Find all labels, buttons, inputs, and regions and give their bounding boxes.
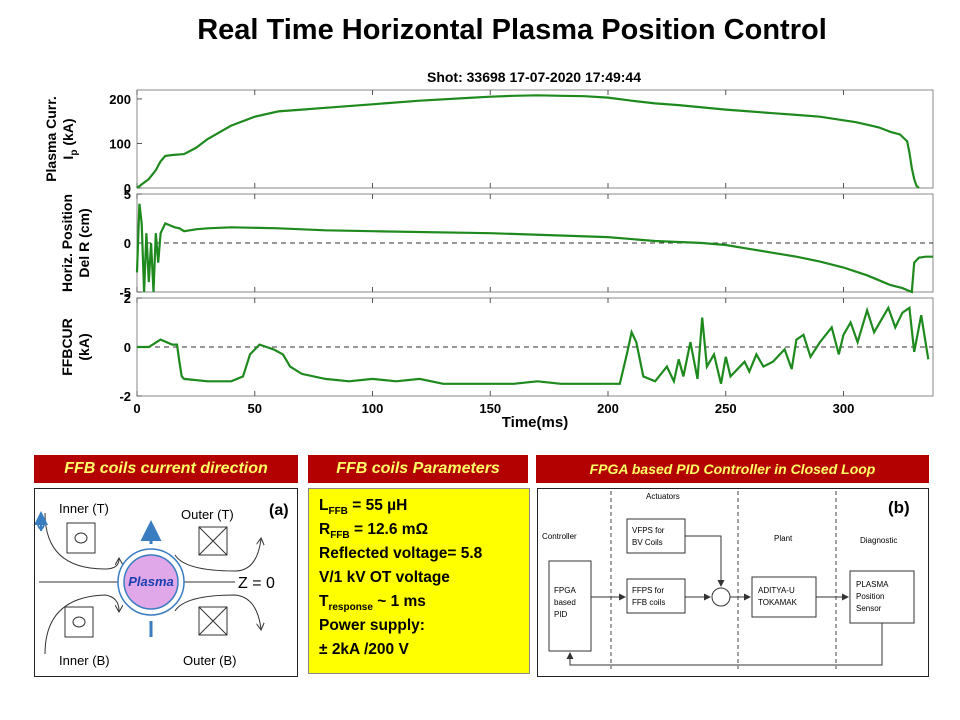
controller-header: FPGA based PID Controller in Closed Loop bbox=[536, 455, 929, 483]
x-tick-label: 100 bbox=[362, 401, 384, 416]
inner-t-dot-icon bbox=[74, 532, 88, 544]
x-tick-label: 200 bbox=[597, 401, 619, 416]
y-tick-label: -2 bbox=[119, 389, 131, 404]
y-axis-label-2: FFBCUR(kA) bbox=[59, 318, 92, 376]
chart-header: Shot: 33698 17-07-2020 17:49:44 bbox=[427, 69, 641, 85]
outer-t-coil bbox=[198, 526, 228, 556]
inner-b-coil bbox=[64, 606, 94, 638]
controller-label: Controller bbox=[542, 532, 577, 541]
x-tick-label: 300 bbox=[833, 401, 855, 416]
plasma-circle bbox=[123, 554, 179, 610]
ffps-block bbox=[626, 578, 686, 614]
y-tick-label: 0 bbox=[124, 236, 131, 251]
svg-text:based: based bbox=[554, 598, 576, 607]
y-axis-label-0: Plasma Curr.Ip (kA) bbox=[43, 96, 80, 182]
y-tick-label: 200 bbox=[109, 92, 131, 107]
y-tick-label: 100 bbox=[109, 136, 131, 151]
y-axis-label-1: Horiz. PositionDel R (cm) bbox=[59, 194, 92, 292]
z-label: Z = 0 bbox=[238, 575, 275, 592]
vfps-block bbox=[626, 518, 686, 554]
outer-t-label: Outer (T) bbox=[181, 507, 234, 522]
svg-text:BV Coils: BV Coils bbox=[632, 538, 663, 547]
svg-text:Sensor: Sensor bbox=[856, 604, 882, 613]
param-power-2: ± 2kA /200 V bbox=[319, 641, 409, 658]
x-tick-label: 0 bbox=[133, 401, 140, 416]
controller-tag: (b) bbox=[888, 498, 910, 517]
svg-text:ADITYA-U: ADITYA-U bbox=[758, 586, 795, 595]
x-axis-label: Time(ms) bbox=[502, 414, 568, 431]
svg-text:TOKAMAK: TOKAMAK bbox=[758, 598, 798, 607]
plasma-label: Plasma bbox=[128, 574, 174, 589]
x-tick-label: 250 bbox=[715, 401, 737, 416]
x-tick-label: 50 bbox=[248, 401, 262, 416]
sensor-block bbox=[849, 570, 915, 624]
slide-title: Real Time Horizontal Plasma Position Con… bbox=[197, 14, 827, 46]
y-tick-label: 0 bbox=[124, 181, 131, 196]
y-tick-label: 2 bbox=[124, 291, 131, 306]
svg-text:PID: PID bbox=[554, 610, 568, 619]
inner-b-dot-icon bbox=[72, 616, 86, 628]
coils-tag: (a) bbox=[269, 502, 289, 519]
plasma-chart: Shot: 33698 17-07-2020 17:49:44 0100200P… bbox=[43, 69, 934, 431]
series-line-1 bbox=[135, 203, 933, 294]
diagnostic-label: Diagnostic bbox=[860, 536, 897, 545]
inner-t-coil bbox=[66, 522, 96, 554]
param-response-time: Tresponse ~ 1 ms bbox=[319, 593, 426, 614]
svg-text:FFPS for: FFPS for bbox=[632, 586, 664, 595]
svg-text:FFB coils: FFB coils bbox=[632, 598, 665, 607]
svg-text:PLASMA: PLASMA bbox=[856, 580, 889, 589]
aditya-block bbox=[751, 576, 817, 618]
y-tick-label: 0 bbox=[124, 340, 131, 355]
param-inductance: LFFB = 55 µH bbox=[319, 497, 408, 518]
fpga-block bbox=[548, 560, 592, 652]
svg-text:FPGA: FPGA bbox=[554, 586, 576, 595]
inner-b-arrow-icon bbox=[44, 594, 119, 655]
inner-t-arrow-icon bbox=[44, 512, 119, 570]
svg-text:VFPS for: VFPS for bbox=[632, 526, 665, 535]
plant-label: Plant bbox=[774, 534, 793, 543]
outer-b-arrow-icon bbox=[174, 594, 261, 629]
controller-diagram-panel: (b) Actuators Controller Plant Diagnosti… bbox=[537, 488, 929, 677]
svg-text:Position: Position bbox=[856, 592, 884, 601]
y-tick-label: -5 bbox=[119, 285, 131, 300]
coils-diagram-panel: (a) Z = 0 Inner (T) Outer (T) Inner (B) … bbox=[34, 488, 298, 677]
param-reflected-1: Reflected voltage= 5.8 bbox=[319, 545, 483, 562]
inner-t-label: Inner (T) bbox=[59, 501, 109, 516]
outer-b-coil bbox=[198, 606, 228, 636]
series-line-2 bbox=[137, 305, 930, 385]
x-tick-label: 150 bbox=[479, 401, 501, 416]
inner-b-label: Inner (B) bbox=[59, 653, 110, 668]
param-reflected-2: V/1 kV OT voltage bbox=[319, 569, 450, 586]
panel-frame-0 bbox=[136, 89, 934, 189]
params-box: LFFB = 55 µH RFFB = 12.6 mΩ Reflected vo… bbox=[308, 488, 530, 674]
summing-junction-icon bbox=[711, 587, 731, 607]
coils-direction-header: FFB coils current direction bbox=[34, 455, 298, 483]
param-resistance: RFFB = 12.6 mΩ bbox=[319, 521, 429, 542]
actuators-label: Actuators bbox=[646, 492, 680, 501]
coils-diagram: (a) Z = 0 Inner (T) Outer (T) Inner (B) … bbox=[34, 501, 289, 668]
controller-diagram: (b) Actuators Controller Plant Diagnosti… bbox=[542, 491, 915, 669]
series-line-0 bbox=[136, 94, 920, 189]
outer-t-arrow-icon bbox=[174, 539, 261, 572]
outer-b-label: Outer (B) bbox=[183, 653, 236, 668]
coils-params-header: FFB coils Parameters bbox=[308, 455, 528, 483]
param-power-1: Power supply: bbox=[319, 617, 425, 634]
y-tick-label: 5 bbox=[124, 187, 131, 202]
